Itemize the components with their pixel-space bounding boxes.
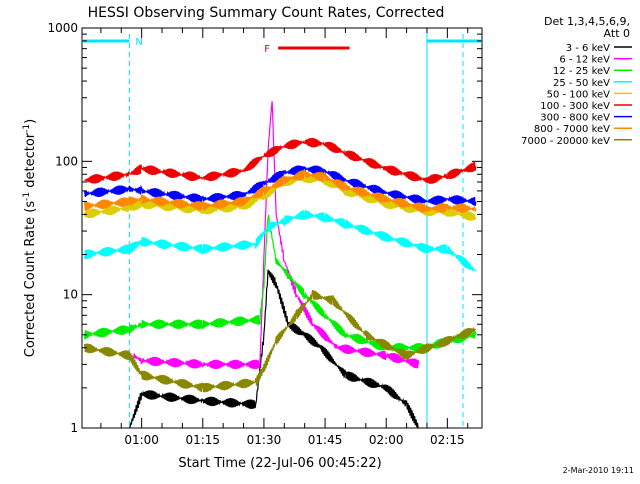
legend-entry-5: 100 - 300 keV [540, 101, 610, 112]
x-tick-label-1: 01:15 [185, 433, 220, 447]
y-axis: 1 10 100 1000 [47, 21, 482, 435]
y-axis-label-main: Corrected Count Rate (s [23, 201, 38, 358]
plot-frame [81, 27, 483, 429]
y-axis-label-mid: detector [23, 132, 38, 192]
legend-entry-3: 25 - 50 keV [553, 78, 610, 89]
night-label: N [135, 37, 142, 48]
legend-entry-8: 7000 - 20000 keV [521, 136, 610, 147]
x-tick-label-2: 01:30 [247, 433, 282, 447]
series-line-0 [128, 269, 419, 429]
x-axis: 01:00 01:15 01:30 01:45 02:00 02:15 [100, 28, 469, 447]
series-line-7 [84, 169, 477, 213]
chart-title: HESSI Observing Summary Count Rates, Cor… [88, 5, 445, 21]
legend-entry-1: 6 - 12 keV [559, 55, 610, 66]
series-line-8 [84, 289, 476, 393]
legend-header-line-2: Att 0 [604, 27, 630, 40]
legend-entry-4: 50 - 100 keV [547, 89, 611, 100]
series-line-3 [84, 209, 477, 272]
x-tick-label-3: 01:45 [308, 433, 343, 447]
x-tick-label-5: 02:15 [430, 433, 465, 447]
y-axis-label-sup1: -1 [22, 192, 32, 201]
y-tick-label-3: 1000 [47, 21, 78, 35]
timestamp: 2-Mar-2010 19:11 [563, 466, 634, 475]
y-tick-label-1: 10 [63, 288, 78, 302]
y-axis-label: Corrected Count Rate (s-1 detector-1) [22, 119, 38, 357]
legend-entry-0: 3 - 6 keV [566, 43, 610, 54]
series-lines [84, 101, 477, 429]
legend-entry-6: 300 - 800 keV [540, 113, 610, 124]
legend-entry-7: 800 - 7000 keV [534, 124, 610, 135]
y-tick-label-0: 1 [70, 421, 78, 435]
series-line-2 [84, 214, 477, 353]
flare-label: F [264, 44, 270, 55]
y-axis-label-end: ) [23, 119, 38, 124]
night-markers: N [82, 28, 482, 428]
series-line-5 [84, 137, 477, 184]
y-tick-label-2: 100 [55, 154, 78, 168]
x-tick-label-0: 01:00 [124, 433, 159, 447]
x-tick-label-4: 02:00 [369, 433, 404, 447]
legend-header-line-1: Det 1,3,4,5,6,9, [544, 15, 630, 28]
y-axis-label-sup2: -1 [22, 124, 32, 133]
series-line-1 [132, 101, 420, 370]
legend-entry-2: 12 - 25 keV [553, 66, 610, 77]
x-axis-label: Start Time (22-Jul-06 00:45:22) [178, 456, 381, 471]
flare-flag: F [264, 44, 350, 55]
